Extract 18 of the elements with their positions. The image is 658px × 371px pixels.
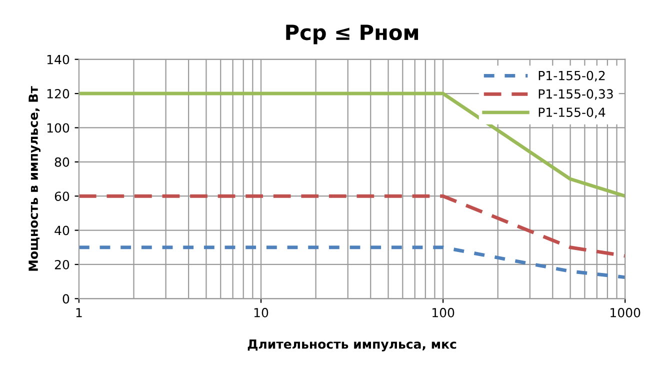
y-tick-label: 20 [54,260,70,270]
chart-title: Рср ≤ Рном [286,24,418,44]
legend-label: Р1-155-0,4 [538,108,606,118]
x-axis-title: Длительность импульса, мкс [248,340,456,352]
y-tick-label: 140 [47,54,70,64]
y-tick-label: 80 [54,157,70,167]
x-tick-label: 10 [254,308,268,318]
y-tick-label: 100 [47,123,70,133]
y-tick-label: 60 [54,192,70,202]
x-tick-label: 1000 [610,308,640,318]
y-tick-label: 0 [62,294,70,304]
legend-label: Р1-155-0,33 [538,89,613,100]
legend-label: Р1-155-0,2 [538,70,605,82]
y-tick-label: 120 [47,89,70,98]
y-axis-title: Мощность в импульсе, Вт [28,86,41,271]
x-tick-label: 100 [432,308,454,318]
y-tick-label: 40 [54,226,70,236]
x-tick-label: 1 [76,308,82,318]
